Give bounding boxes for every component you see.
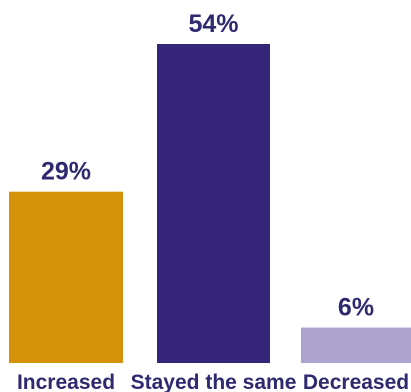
- category-label-1: Increased: [17, 371, 115, 392]
- category-label-3: Decreased: [303, 371, 409, 392]
- value-label-3: 6%: [338, 294, 374, 322]
- value-label-1: 29%: [41, 158, 91, 186]
- bar-3: [301, 327, 411, 363]
- category-label-2: Stayed the same: [131, 371, 297, 392]
- bar-1: [9, 191, 123, 363]
- value-label-2: 54%: [188, 10, 238, 38]
- bar-2: [157, 44, 270, 363]
